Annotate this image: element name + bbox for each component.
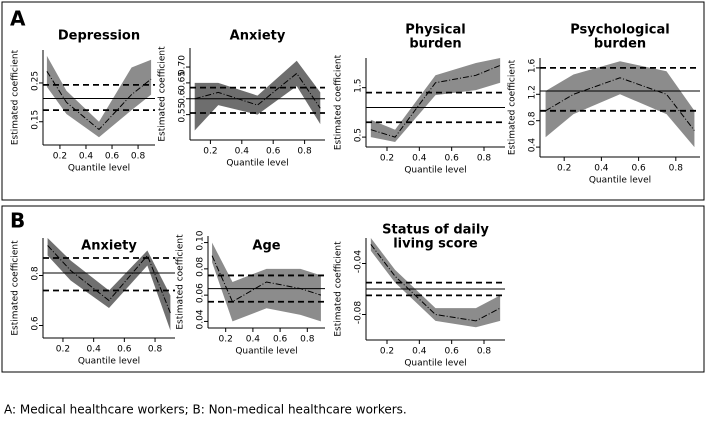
x-tick-label: 0.4: [235, 147, 250, 157]
x-tick-label: 0.4: [86, 345, 101, 355]
chart-title: burden: [594, 37, 646, 52]
y-tick-label: 0.15: [31, 110, 41, 130]
y-tick-label: 0.5: [354, 128, 364, 142]
y-tick-label: 0.04: [196, 309, 206, 329]
panel-box: [1, 205, 705, 373]
y-tick-label: 0.6: [178, 89, 188, 104]
x-tick-label: 0.8: [297, 147, 312, 157]
chart-title: Anxiety: [230, 29, 286, 44]
y-tick-label: 0.06: [196, 283, 206, 303]
y-tick-label: -0.08: [354, 301, 364, 325]
x-tick-label: 0.6: [117, 345, 132, 355]
y-tick-label: 0.65: [178, 71, 188, 91]
y-tick-label: 0.8: [528, 111, 538, 126]
y-axis-label: Estimated coefficient: [334, 54, 344, 150]
x-axis-label: Quantile level: [404, 359, 466, 369]
panel-label: A: [10, 7, 26, 31]
x-axis-label: Quantile level: [235, 347, 297, 357]
x-tick-label: 0.8: [669, 164, 684, 174]
panel-label: B: [10, 209, 25, 233]
estimate-line: [370, 244, 501, 322]
y-tick-label: 1.5: [354, 79, 364, 93]
chart-title: burden: [409, 37, 461, 52]
x-axis-label: Quantile level: [78, 357, 140, 367]
estimate-line: [194, 72, 321, 109]
y-axis-label: Estimated coefficient: [11, 49, 21, 145]
y-tick-label: -0.04: [354, 250, 364, 274]
confidence-band: [545, 61, 695, 148]
y-axis-label: Estimated coefficient: [334, 241, 344, 337]
x-tick-label: 0.6: [105, 152, 120, 162]
x-axis-label: Quantile level: [404, 166, 466, 176]
x-tick-label: 0.2: [56, 345, 70, 355]
x-tick-label: 0.4: [594, 164, 609, 174]
x-tick-label: 0.6: [266, 147, 281, 157]
x-tick-label: 0.4: [79, 152, 94, 162]
chart-title: Anxiety: [81, 239, 137, 254]
x-tick-label: 0.2: [380, 347, 394, 357]
confidence-band: [46, 55, 152, 138]
y-tick-label: 0.8: [31, 266, 41, 281]
x-tick-label: 0.6: [631, 164, 646, 174]
y-axis-label: Estimated coefficient: [508, 59, 518, 155]
x-tick-label: 0.8: [300, 335, 315, 345]
x-tick-label: 0.8: [477, 154, 492, 164]
y-axis-label: Estimated coefficient: [158, 46, 168, 142]
chart-title: Age: [252, 239, 280, 254]
y-axis-label: Estimated coefficient: [176, 234, 186, 330]
estimate-line: [46, 71, 152, 131]
confidence-band: [370, 58, 501, 143]
caption: A: Medical healthcare workers; B: Non-me…: [4, 403, 407, 417]
x-tick-label: 0.2: [557, 164, 571, 174]
x-tick-label: 0.4: [412, 347, 427, 357]
x-tick-label: 0.6: [273, 335, 288, 345]
chart-title: Physical: [405, 23, 465, 38]
x-tick-label: 0.6: [444, 154, 459, 164]
panel-box: [1, 1, 705, 201]
chart-title: living score: [393, 237, 478, 252]
x-tick-label: 0.8: [131, 152, 146, 162]
y-tick-label: 0.55: [178, 103, 188, 123]
confidence-band: [194, 60, 321, 131]
x-tick-label: 0.2: [380, 154, 394, 164]
x-tick-label: 0.8: [477, 347, 492, 357]
x-tick-label: 0.2: [203, 147, 217, 157]
chart-title: Psychological: [570, 23, 670, 38]
y-tick-label: 0.10: [196, 230, 206, 250]
estimate-line: [47, 245, 171, 314]
y-tick-label: 0.25: [31, 71, 41, 91]
y-tick-label: 1.6: [528, 58, 538, 73]
x-tick-label: 0.4: [246, 335, 261, 345]
estimate-line: [545, 77, 695, 131]
y-tick-label: 0.08: [196, 257, 206, 277]
chart-title: Status of daily: [382, 223, 489, 238]
x-axis-label: Quantile level: [68, 164, 130, 174]
y-axis-label: Estimated coefficient: [11, 240, 21, 336]
estimate-line: [211, 255, 322, 303]
x-tick-label: 0.6: [444, 347, 459, 357]
x-tick-label: 0.2: [219, 335, 233, 345]
chart-title: Depression: [58, 29, 140, 44]
x-tick-label: 0.8: [148, 345, 163, 355]
y-tick-label: 0.70: [178, 55, 188, 75]
x-tick-label: 0.2: [53, 152, 67, 162]
confidence-band: [47, 238, 171, 331]
y-tick-label: 0.4: [528, 138, 538, 153]
estimate-line: [370, 64, 501, 138]
x-tick-label: 0.4: [412, 154, 427, 164]
y-tick-label: 1.2: [528, 85, 538, 99]
y-tick-label: 0.6: [31, 316, 41, 331]
x-axis-label: Quantile level: [589, 176, 651, 186]
x-axis-label: Quantile level: [226, 159, 288, 169]
